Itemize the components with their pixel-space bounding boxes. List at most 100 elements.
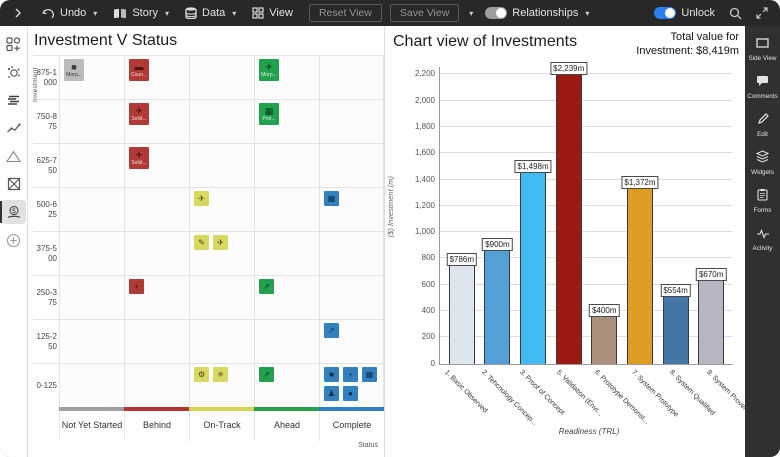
matrix-cell (59, 143, 124, 187)
matrix-item-tile[interactable]: ✈ Morp... (259, 59, 279, 81)
matrix-x-axis-title: Status (358, 442, 378, 449)
matrix-item-tile[interactable]: ▦ (362, 367, 377, 382)
tile-label: Prot... (262, 116, 276, 122)
save-view-caret-icon[interactable]: ▾ (469, 8, 474, 18)
matrix-item-tile[interactable]: ↗ (259, 367, 274, 382)
sidebar-item-activity[interactable]: Activity (745, 226, 780, 264)
matrix-item-tile[interactable]: + (129, 279, 144, 294)
matrix-axis-corner (33, 411, 59, 441)
matrix-item-tile[interactable]: ▬ Coun... (129, 59, 149, 81)
pencil-icon: ✎ (198, 237, 205, 247)
bar-7[interactable] (662, 290, 689, 364)
sidebar-item-label: Comments (747, 93, 778, 100)
matrix-item-tile[interactable]: ↗ (259, 279, 274, 294)
chevron-right-icon[interactable] (14, 8, 22, 18)
relationships-toggle[interactable] (485, 7, 508, 19)
bar-1[interactable] (448, 260, 475, 364)
matrix-item-tile[interactable]: ● (343, 386, 358, 401)
story-book-icon (114, 8, 127, 18)
bar-value-label: $900m (482, 238, 513, 252)
matrix-item-tile[interactable]: ■ Morp... (64, 59, 84, 81)
y-tick-label: 1,800 (414, 121, 435, 131)
view-button[interactable]: View (252, 7, 293, 19)
sidebar-item-widgets[interactable]: Widgets (745, 150, 780, 188)
trend-icon: ↗ (263, 281, 270, 291)
matrix-cell (189, 275, 254, 319)
box-icon: ■ (329, 369, 334, 379)
gridline (440, 336, 733, 338)
matrix-item-tile[interactable]: ✈ (213, 235, 228, 250)
unlock-toggle[interactable] (654, 7, 677, 19)
add-circle-icon[interactable] (2, 228, 26, 252)
gridline (440, 309, 733, 311)
matrix-item-tile[interactable]: ✳ (213, 367, 228, 382)
widgets-icon (755, 150, 770, 168)
matrix-cell (59, 363, 124, 407)
bar-5[interactable] (591, 310, 618, 364)
funds-view-icon[interactable]: $ (0, 200, 26, 224)
gridline (440, 204, 733, 206)
relationships-caret-icon[interactable]: ▾ (585, 8, 590, 18)
sidebar-item-comments[interactable]: Comments (745, 74, 780, 112)
matrix-row-label: 375-500 (33, 231, 59, 275)
bar-2[interactable] (484, 245, 511, 364)
matrix-cell: ▬ Coun... (124, 55, 189, 99)
sidebar-item-side-view[interactable]: Side View (745, 36, 780, 74)
matrix-cell: ■ Morp... (59, 55, 124, 99)
matrix-item-tile[interactable]: ✈ (194, 191, 209, 206)
matrix-item-tile[interactable]: ■ (324, 367, 339, 382)
matrix-item-tile[interactable]: ✈ Solid... (129, 147, 149, 169)
matrix-cell (319, 99, 384, 143)
matrix-chart: Investment 875-1000 ■ Morp... ▬ Coun... ✈ Morp… (32, 55, 384, 451)
y-tick-label: 800 (421, 253, 435, 263)
matrix-cell (59, 231, 124, 275)
story-caret-icon[interactable]: ▾ (165, 8, 170, 18)
matrix-cell (254, 143, 319, 187)
trend-icon: ↗ (263, 369, 270, 379)
matrix-grid: 875-1000 ■ Morp... ▬ Coun... ✈ Morp... 750-875 ✈… (33, 55, 384, 451)
bar-slot: $2,239m (550, 62, 588, 364)
triangle-view-icon[interactable] (2, 144, 26, 168)
reset-view-button[interactable]: Reset View (308, 4, 382, 22)
matrix-cell: ⚙ ✳ (189, 363, 254, 407)
search-icon[interactable] (729, 7, 742, 20)
matrix-item-tile[interactable]: ↗ (324, 323, 339, 338)
undo-caret-icon[interactable]: ▾ (93, 8, 98, 18)
save-view-button[interactable]: Save View (389, 4, 460, 22)
bar-6[interactable] (626, 183, 653, 364)
undo-icon (42, 8, 55, 18)
trend-view-icon[interactable] (2, 116, 26, 140)
data-button[interactable]: Data ▾ (185, 7, 236, 19)
matrix-cell: ↗ (254, 363, 319, 407)
sidebar-item-forms[interactable]: Forms (745, 188, 780, 226)
undo-button[interactable]: Undo ▾ (42, 7, 97, 19)
matrix-cell (189, 55, 254, 99)
plane-icon: ✈ (265, 62, 273, 72)
add-items-icon[interactable] (2, 32, 26, 56)
story-button[interactable]: Story ▾ (113, 7, 169, 19)
bar-3[interactable] (520, 166, 547, 364)
bubble-view-icon[interactable] (2, 60, 26, 84)
matrix-item-tile[interactable]: ✈ Solid... (129, 103, 149, 125)
list-view-icon[interactable] (2, 88, 26, 112)
matrix-item-tile[interactable]: ✎ (194, 235, 209, 250)
expand-icon[interactable] (756, 7, 768, 19)
matrix-item-tile[interactable]: ⚙ (194, 367, 209, 382)
chart-panel: Chart view of Investments Total value fo… (385, 26, 749, 457)
active-tool-indicator (0, 201, 2, 223)
matrix-item-tile[interactable]: ♟ (324, 386, 339, 401)
matrix-item-tile[interactable]: ▦ Prot... (259, 103, 279, 125)
matrix-cell (59, 187, 124, 231)
tile-label: Solid... (131, 116, 147, 122)
bar-8[interactable] (698, 275, 725, 364)
matrix-item-tile[interactable]: + (343, 367, 358, 382)
bar-4[interactable] (555, 69, 582, 364)
jet-icon: ✈ (135, 106, 143, 116)
data-caret-icon[interactable]: ▾ (232, 8, 237, 18)
sidebar-item-edit[interactable]: Edit (745, 112, 780, 150)
status-color-bar (319, 407, 384, 411)
matrix-y-axis-label: Investment (32, 67, 39, 103)
y-tick-label: 1,400 (414, 174, 435, 184)
box-x-view-icon[interactable] (2, 172, 26, 196)
matrix-item-tile[interactable]: ▦ (324, 191, 339, 206)
